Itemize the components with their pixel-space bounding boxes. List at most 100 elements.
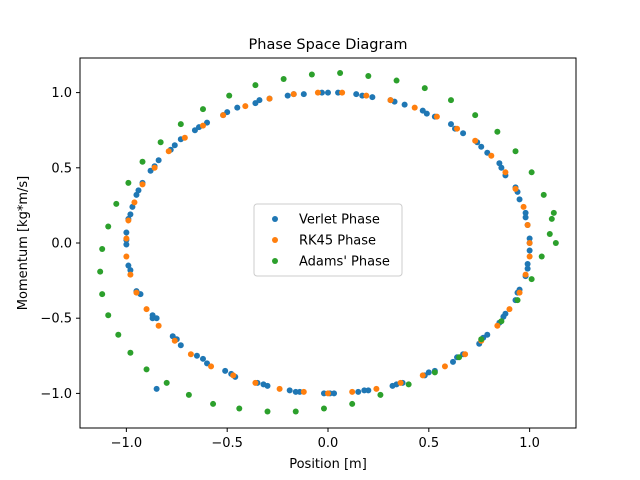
data-point — [105, 223, 112, 230]
data-point — [456, 354, 463, 361]
data-point — [290, 91, 297, 98]
data-point — [127, 211, 134, 218]
data-point — [187, 351, 194, 358]
data-point — [320, 405, 327, 412]
data-point — [522, 271, 529, 278]
data-point — [472, 137, 479, 144]
data-point — [522, 214, 529, 221]
data-point — [421, 85, 428, 92]
y-tick-label: 0.5 — [51, 161, 72, 176]
data-point — [292, 408, 299, 415]
data-point — [520, 203, 527, 210]
data-point — [447, 97, 454, 104]
data-point — [286, 387, 293, 394]
series-1 — [123, 89, 533, 397]
data-point — [355, 388, 362, 395]
data-point — [540, 191, 547, 198]
data-point — [127, 267, 134, 274]
data-point — [199, 355, 206, 362]
data-point — [133, 289, 140, 296]
data-point — [454, 125, 461, 132]
x-tick-label: 0.0 — [318, 436, 339, 451]
data-point — [157, 139, 164, 146]
data-point — [512, 148, 519, 155]
data-point — [276, 385, 283, 392]
data-point — [494, 128, 501, 135]
data-point — [419, 372, 426, 379]
legend-marker — [272, 237, 278, 243]
data-point — [337, 70, 344, 77]
y-tick-label: 1.0 — [51, 86, 72, 101]
data-point — [498, 164, 505, 171]
data-point — [524, 221, 531, 228]
data-point — [405, 381, 412, 388]
data-point — [550, 209, 557, 216]
data-point — [361, 387, 368, 394]
data-point — [125, 262, 132, 269]
data-point — [97, 268, 104, 275]
data-point — [450, 358, 457, 365]
data-point — [349, 388, 356, 395]
data-point — [478, 143, 485, 150]
data-point — [123, 241, 130, 248]
data-point — [411, 104, 418, 111]
data-point — [423, 110, 430, 117]
data-point — [308, 71, 315, 78]
legend-label: Verlet Phase — [299, 213, 380, 228]
data-point — [260, 381, 267, 388]
data-point — [127, 271, 134, 278]
data-point — [339, 89, 346, 96]
data-point — [105, 312, 112, 319]
data-point — [99, 246, 106, 253]
series-2 — [97, 70, 559, 415]
chart-title: Phase Space Diagram — [249, 37, 408, 53]
legend-label: Adams' Phase — [299, 255, 390, 270]
data-point — [230, 372, 237, 379]
data-point — [123, 235, 130, 242]
data-point — [353, 91, 360, 98]
data-point — [222, 367, 229, 374]
data-point — [462, 351, 469, 358]
data-point — [389, 382, 396, 389]
data-point — [447, 121, 454, 128]
data-point — [125, 217, 132, 224]
series-layer — [97, 70, 559, 415]
x-tick-label: 0.5 — [418, 436, 439, 451]
data-point — [171, 337, 178, 344]
data-point — [526, 253, 533, 260]
data-point — [210, 400, 217, 407]
data-point — [123, 253, 130, 260]
data-point — [363, 92, 370, 99]
data-point — [506, 306, 513, 313]
data-point — [169, 333, 176, 340]
x-axis-label: Position [m] — [289, 457, 367, 472]
data-point — [373, 385, 380, 392]
data-point — [280, 76, 287, 83]
data-point — [397, 379, 404, 386]
data-point — [512, 185, 519, 192]
data-point — [236, 405, 243, 412]
data-point — [496, 160, 503, 167]
data-point — [171, 142, 178, 149]
data-point — [131, 199, 138, 206]
data-point — [522, 209, 529, 216]
data-point — [502, 169, 509, 176]
data-point — [193, 352, 200, 359]
data-point — [546, 230, 553, 237]
data-point — [208, 363, 215, 370]
data-point — [526, 247, 533, 254]
data-point — [185, 391, 192, 398]
data-point — [143, 366, 150, 373]
data-point — [125, 179, 132, 186]
data-point — [524, 261, 531, 268]
data-point — [181, 134, 188, 141]
y-axis-ticks: −1.0 −0.5 0.0 0.5 1.0 — [40, 86, 80, 402]
x-axis-ticks: −1.0 −0.5 0.0 0.5 1.0 — [111, 428, 540, 451]
data-point — [143, 306, 150, 313]
data-point — [325, 390, 331, 397]
y-tick-label: −0.5 — [40, 312, 72, 327]
data-point — [548, 215, 555, 222]
data-point — [252, 82, 259, 89]
data-point — [528, 169, 535, 176]
